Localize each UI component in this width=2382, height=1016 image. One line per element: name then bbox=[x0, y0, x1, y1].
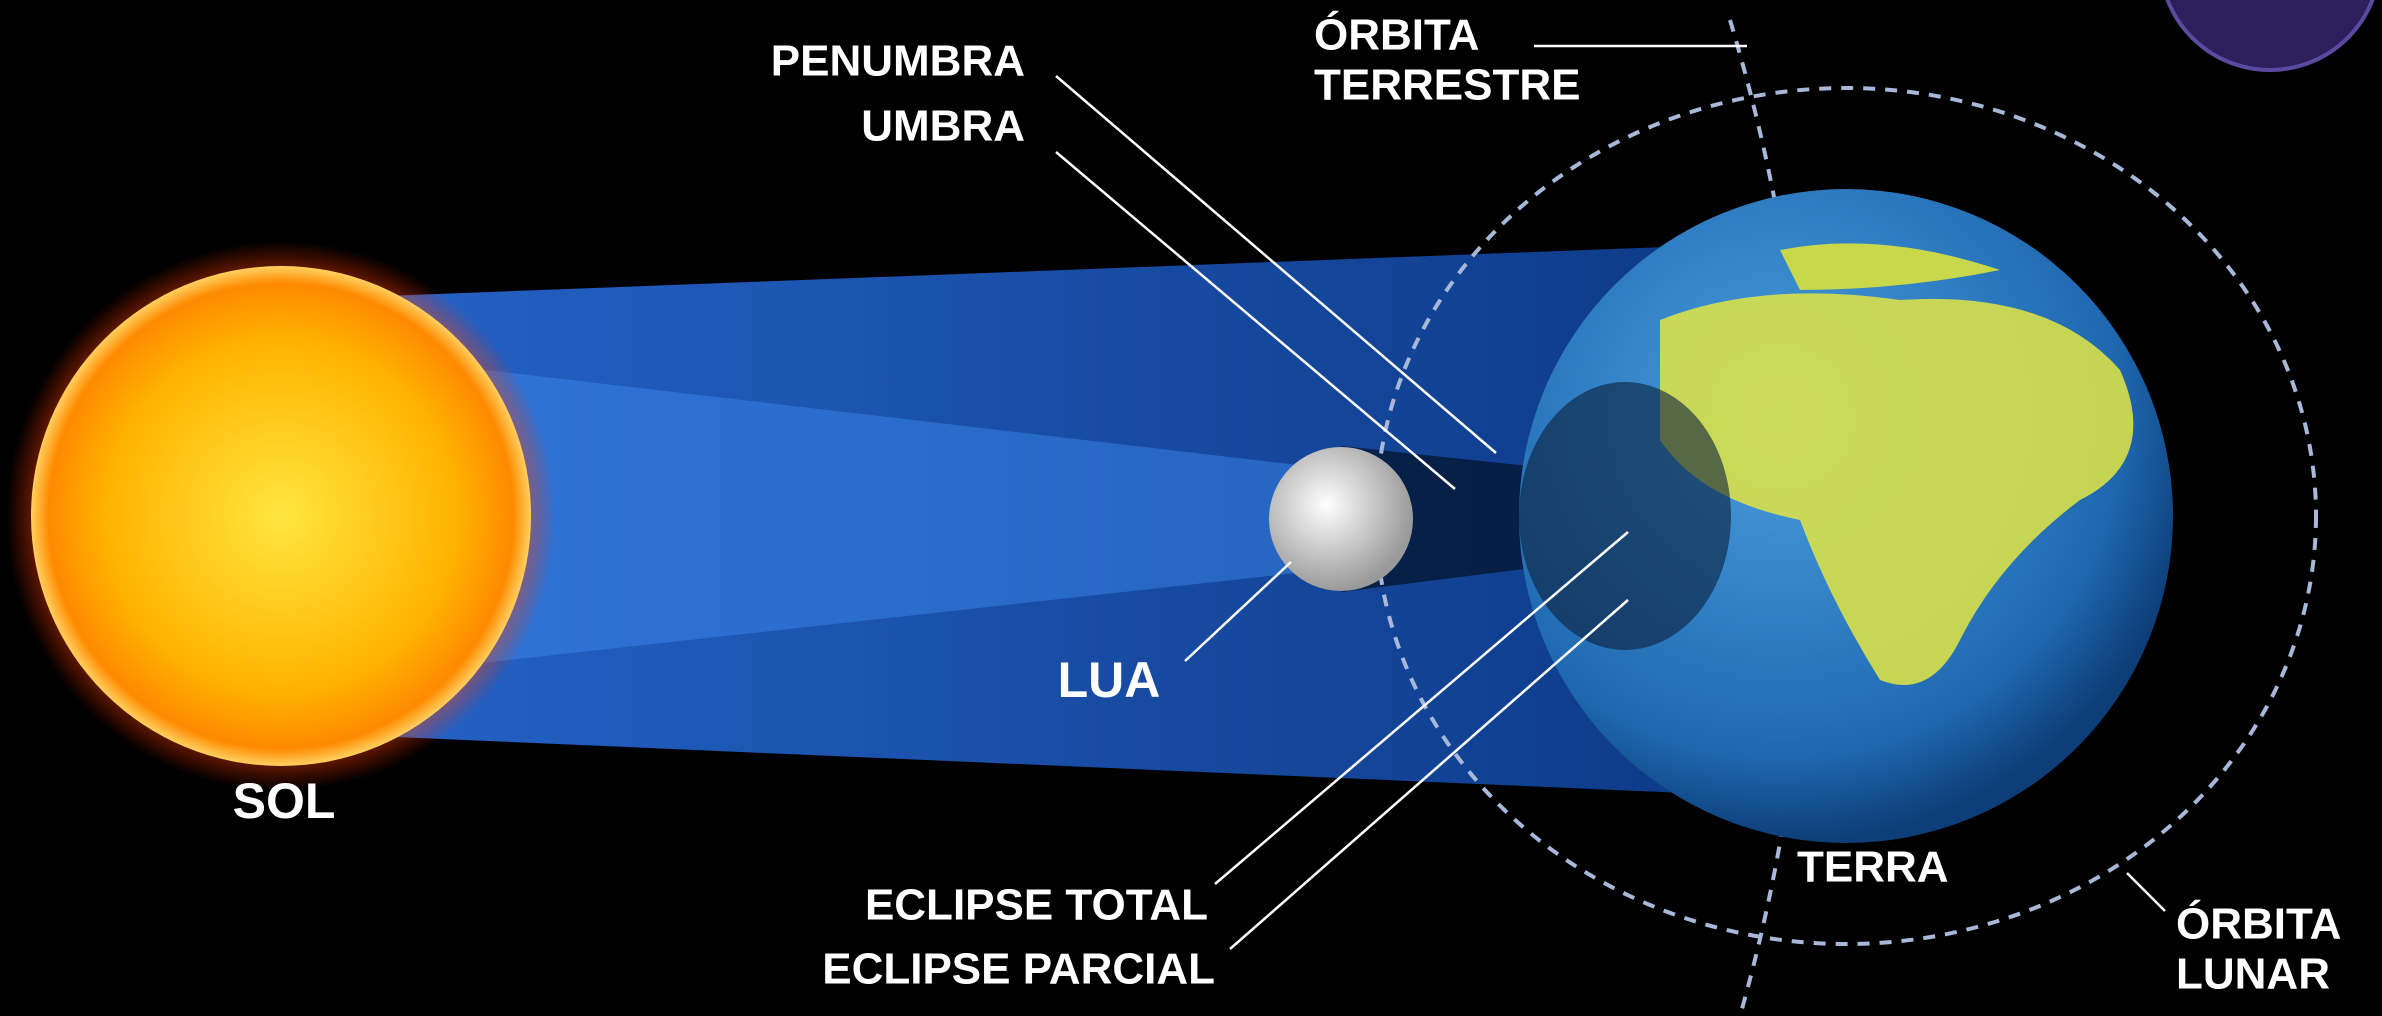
sun bbox=[31, 266, 531, 766]
label: UMBRA bbox=[861, 102, 1025, 151]
eclipse-shadow bbox=[1519, 382, 1731, 650]
label: ECLIPSE TOTAL bbox=[865, 881, 1208, 930]
leader-line bbox=[2127, 873, 2165, 911]
moon bbox=[1269, 447, 1413, 591]
page: {"labels": {"penumbra": "PENUMBRA", "umb… bbox=[0, 0, 2382, 1016]
label: LUNAR bbox=[2176, 950, 2330, 999]
label: SOL bbox=[233, 773, 336, 829]
label: ÓRBITA bbox=[2176, 899, 2341, 949]
label: PENUMBRA bbox=[771, 37, 1025, 86]
label: ECLIPSE PARCIAL bbox=[822, 945, 1215, 994]
corner-badge bbox=[2160, 0, 2380, 70]
label: ÓRBITA bbox=[1314, 10, 1479, 60]
label: TERRESTRE bbox=[1314, 61, 1580, 110]
label: TERRA bbox=[1797, 843, 1949, 892]
label: LUA bbox=[1058, 652, 1161, 708]
diagram: PENUMBRA UMBRA ÓRBITA TERRESTRE LUA SOL … bbox=[0, 0, 2382, 1016]
